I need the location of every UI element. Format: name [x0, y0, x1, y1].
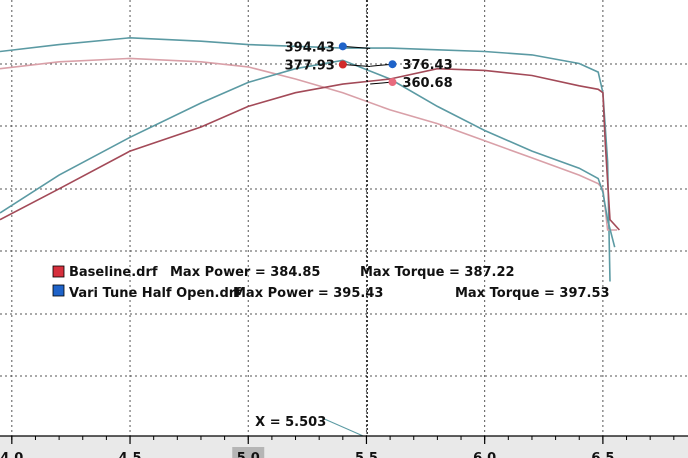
legend-entry-vari-tune[interactable]: Vari Tune Half Open.drf Max Power = 395.…: [52, 284, 610, 301]
legend-torque-vari-tune: Max Torque = 397.53: [455, 286, 610, 301]
legend-power-baseline: Max Power = 384.85: [170, 265, 320, 280]
series-lines: [0, 36, 620, 282]
x-axis: 4.0 4.5 5.0 5.5 6.0 6.5: [0, 435, 688, 458]
annotation-leader-1: [342, 64, 371, 68]
legend-name-baseline: Baseline.drf: [69, 265, 158, 280]
annotation-leader-0: [342, 45, 371, 49]
cursor-label: X = 5.503: [255, 415, 326, 430]
annotation-marker-1[interactable]: [338, 60, 347, 69]
x-tick-label-0: 4.0: [0, 451, 23, 458]
series-line-0: [0, 36, 611, 282]
legend-torque-baseline: Max Torque = 387.22: [360, 265, 515, 280]
cursor: X = 5.503: [255, 0, 368, 437]
x-tick-label-4: 6.0: [473, 451, 496, 458]
annotation-label-0: 394.43: [285, 40, 335, 55]
annotation-marker-2[interactable]: [388, 60, 397, 69]
x-axis-band: [0, 436, 688, 458]
annotations: 394.43 377.93 376.43 360.68: [285, 40, 453, 91]
series-line-2: [0, 59, 616, 248]
annotation-label-1: 377.93: [285, 59, 335, 74]
series-line-3: [0, 67, 620, 231]
x-tick-highlight: [232, 447, 265, 458]
legend-power-vari-tune: Max Power = 395.43: [233, 286, 383, 301]
series-line-1: [0, 57, 618, 231]
legend-swatch-vari-tune: [52, 284, 65, 297]
cursor-leader: [321, 417, 364, 437]
x-tick-label-2: 5.0: [237, 451, 260, 458]
legend: Baseline.drf Max Power = 384.85 Max Torq…: [52, 265, 610, 301]
x-tick-label-3: 5.5: [355, 451, 378, 458]
x-tick-label-5: 6.5: [591, 451, 614, 458]
legend-name-vari-tune: Vari Tune Half Open.drf: [69, 286, 241, 301]
annotation-marker-0[interactable]: [338, 42, 347, 51]
annotation-label-2: 376.43: [402, 58, 452, 73]
x-tick-label-1: 4.5: [119, 451, 142, 458]
annotation-marker-3[interactable]: [388, 78, 397, 87]
annotation-label-3: 360.68: [402, 76, 452, 91]
legend-swatch-baseline: [52, 265, 65, 278]
legend-entry-baseline[interactable]: Baseline.drf Max Power = 384.85 Max Torq…: [52, 265, 515, 280]
